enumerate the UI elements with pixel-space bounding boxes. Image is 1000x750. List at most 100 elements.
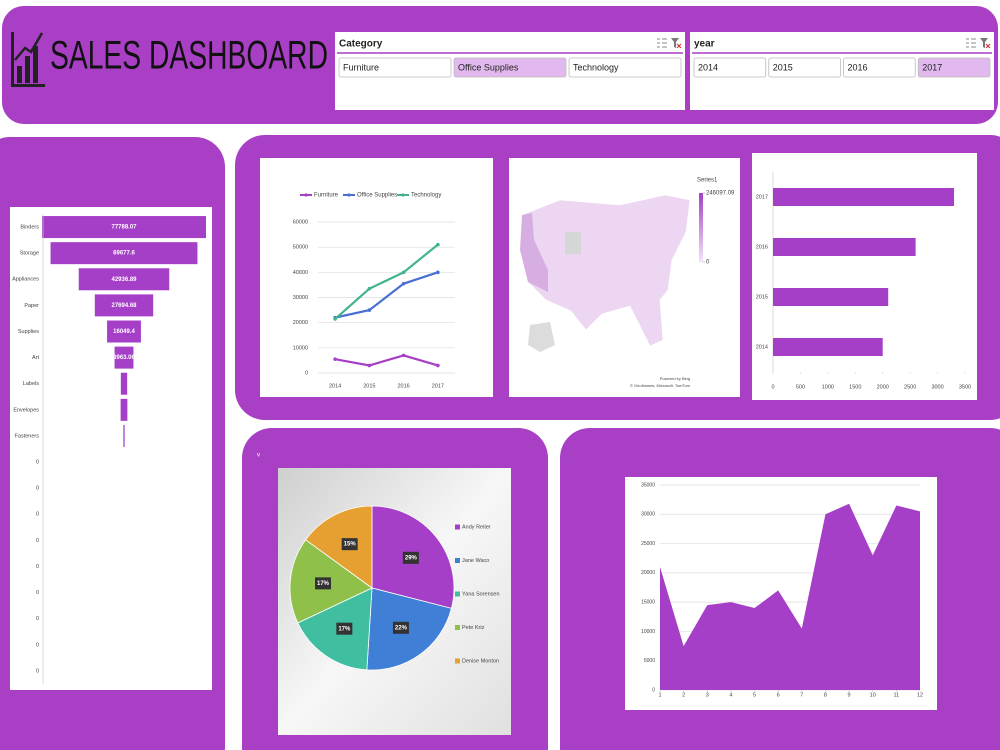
point xyxy=(401,270,406,275)
slicer-button[interactable] xyxy=(693,57,767,78)
slicer-button[interactable] xyxy=(453,57,567,78)
alaska xyxy=(528,322,555,352)
x-tick-label: 2000 xyxy=(877,384,889,390)
x-tick-label: 1500 xyxy=(849,384,861,390)
funnel-bar xyxy=(78,268,170,291)
funnel-bar xyxy=(107,320,141,343)
y-tick-label: 20000 xyxy=(293,320,308,326)
category-label: Binders xyxy=(20,225,39,231)
slicer-button-label[interactable]: 2016 xyxy=(848,62,868,72)
category-label: 0 xyxy=(36,460,39,466)
slicer-button[interactable] xyxy=(568,57,682,78)
colorbar-label: 0 xyxy=(706,260,710,266)
y-tick-label: 15000 xyxy=(641,599,655,605)
funnel-bar xyxy=(120,372,128,395)
point xyxy=(401,281,406,286)
funnel-bar xyxy=(123,424,125,447)
area xyxy=(660,503,920,690)
pie-slice xyxy=(366,587,452,671)
y-tick-label: 30000 xyxy=(641,512,655,518)
slicer-button-label[interactable]: 2014 xyxy=(698,62,718,72)
point xyxy=(367,363,372,368)
data-label: 15% xyxy=(344,542,357,548)
data-label: 8963.06 xyxy=(113,355,135,361)
y-tick-label: 40000 xyxy=(293,270,308,276)
x-tick-label: 3500 xyxy=(959,384,971,390)
legend-marker xyxy=(347,193,351,197)
attribution: © GeoNames, Microsoft, TomTom xyxy=(630,383,691,388)
legend-swatch xyxy=(455,558,460,563)
logo-icon xyxy=(11,32,45,87)
category-label: Appliances xyxy=(12,277,39,283)
x-tick-label: 2016 xyxy=(398,383,410,389)
dashboard-title: SALES DASHBOARD xyxy=(50,34,328,78)
colorbar-label: 246097.09 xyxy=(706,191,735,197)
slicer-button[interactable] xyxy=(917,57,991,78)
slicer-button[interactable] xyxy=(338,57,452,78)
x-tick-label: 2 xyxy=(682,692,685,698)
data-label-box xyxy=(392,621,409,634)
funnel-bar xyxy=(42,216,206,239)
clear-filter-icon[interactable] xyxy=(980,38,988,48)
slicer-button-label[interactable]: Furniture xyxy=(343,62,379,72)
data-label-box xyxy=(402,551,419,564)
x-tick-label: 2500 xyxy=(904,384,916,390)
data-label-box xyxy=(336,622,353,635)
slicer-button-label[interactable]: Technology xyxy=(573,62,619,72)
x-tick-label: 6 xyxy=(777,692,780,698)
y-tick-label: 0 xyxy=(305,370,308,376)
funnel-bar xyxy=(120,398,128,421)
y-tick-label: 2017 xyxy=(756,194,768,200)
point xyxy=(367,308,372,312)
x-tick-label: 500 xyxy=(796,384,805,390)
slicer-title: Category xyxy=(339,39,383,50)
pie-slice xyxy=(297,587,373,671)
x-tick-label: 3 xyxy=(706,692,709,698)
multi-select-icon[interactable] xyxy=(966,38,976,48)
clear-filter-x[interactable] xyxy=(676,43,682,49)
y-tick-label: 10000 xyxy=(641,629,655,635)
y-tick-label: 2014 xyxy=(756,344,768,350)
legend-label: Office Supplies xyxy=(357,193,397,199)
data-label: 17% xyxy=(317,581,330,587)
x-tick-label: 5 xyxy=(753,692,756,698)
data-label-box xyxy=(341,538,358,551)
funnel-bar xyxy=(94,294,154,317)
legend-label: Pete Kriz xyxy=(462,625,485,631)
legend-swatch xyxy=(455,625,460,630)
category-label: Envelopes xyxy=(13,407,39,413)
x-tick-label: 3000 xyxy=(931,384,943,390)
slicer-button-label[interactable]: Office Supplies xyxy=(458,62,519,72)
legend-label: Jane Waco xyxy=(462,558,489,564)
x-tick-label: 2015 xyxy=(363,383,375,389)
data-label: 22% xyxy=(395,625,408,631)
state-nodata xyxy=(565,232,581,254)
data-label: 16049.4 xyxy=(113,329,135,335)
slicer-button[interactable] xyxy=(843,57,916,78)
clear-filter-icon[interactable] xyxy=(671,38,679,48)
point xyxy=(436,242,440,247)
series-line xyxy=(334,271,439,319)
x-tick-label: 2017 xyxy=(432,383,444,389)
slicer-button-label[interactable]: 2015 xyxy=(773,62,793,72)
y-tick-label: 5000 xyxy=(644,658,655,664)
category-label: Storage xyxy=(20,251,39,257)
category-label: 0 xyxy=(36,512,39,518)
multi-select-icon[interactable] xyxy=(657,38,667,48)
category-label: 0 xyxy=(36,642,39,648)
category-label: 0 xyxy=(36,538,39,544)
y-tick-label: 10000 xyxy=(293,345,308,351)
data-label-box xyxy=(315,577,332,590)
y-tick-label: 50000 xyxy=(293,245,308,251)
x-tick-label: 7 xyxy=(800,692,803,698)
clear-filter-x[interactable] xyxy=(985,43,991,49)
legend-marker xyxy=(401,193,405,197)
slicer-button-label[interactable]: 2017 xyxy=(922,62,942,72)
pie-slice xyxy=(305,505,373,589)
point xyxy=(367,286,372,291)
annotation: v xyxy=(257,453,260,459)
legend-label: Technology xyxy=(411,193,441,199)
category-label: 0 xyxy=(36,668,39,674)
slicer-button[interactable] xyxy=(768,57,841,78)
